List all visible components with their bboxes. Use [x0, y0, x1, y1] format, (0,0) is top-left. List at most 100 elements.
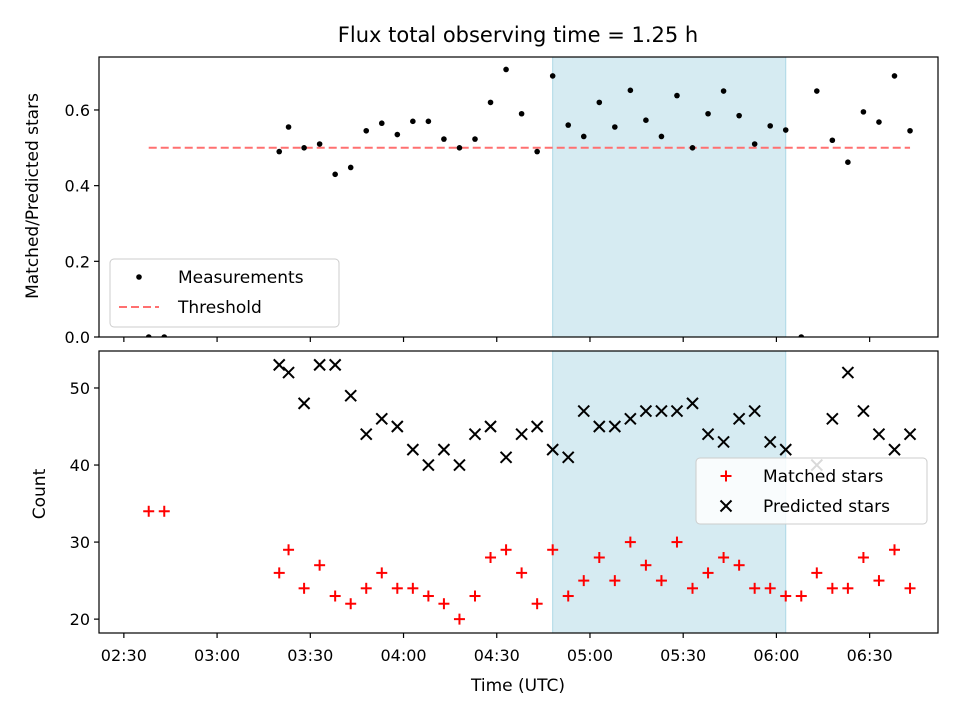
matched-star-marker	[453, 613, 465, 625]
marker-stroke	[437, 443, 451, 456]
matched-star-marker	[718, 551, 730, 563]
predicted-star-marker	[670, 404, 684, 418]
predicted-star-marker	[437, 443, 451, 456]
measurement-point	[643, 117, 649, 123]
measurement-point	[332, 171, 338, 178]
marker-stroke	[391, 420, 404, 433]
matched-star-marker	[687, 582, 699, 594]
matched-star-marker	[904, 582, 916, 594]
predicted-star-marker	[888, 443, 901, 456]
marker-stroke	[499, 451, 513, 464]
predicted-star-marker	[763, 435, 777, 449]
x-tick-label: 04:00	[380, 646, 426, 665]
predicted-star-marker	[375, 412, 388, 426]
predicted-star-marker	[701, 428, 715, 441]
legend-label-predicted: Predicted stars	[763, 497, 890, 517]
legend-marker-predicted	[719, 499, 733, 513]
predicted-star-marker	[406, 443, 420, 456]
measurement-point	[751, 141, 758, 147]
predicted-star-marker	[577, 404, 590, 418]
matched-star-marker	[314, 559, 326, 571]
matched-star-marker	[438, 598, 450, 610]
measurement-point	[736, 112, 742, 119]
predicted-star-marker	[328, 358, 342, 372]
measurement-point	[596, 99, 603, 106]
matched-star-marker	[531, 598, 543, 610]
matched-star-marker	[609, 575, 621, 587]
marker-stroke	[282, 366, 295, 379]
matched-star-marker	[422, 590, 434, 602]
legend-box	[109, 258, 340, 328]
measurement-point	[876, 119, 882, 125]
measurement-point	[363, 127, 370, 134]
x-tick-label: 03:00	[194, 646, 240, 665]
marker-stroke	[763, 435, 777, 449]
x-tick-label: 05:00	[567, 646, 613, 665]
matched-star-marker	[407, 582, 419, 594]
marker-stroke	[530, 420, 544, 433]
predicted-star-marker	[779, 443, 792, 456]
legend-label-measurements: Measurements	[178, 268, 304, 288]
measurement-point	[612, 124, 618, 130]
marker-stroke	[313, 358, 326, 372]
y-tick-label: 50	[70, 379, 90, 398]
matched-star-marker	[562, 590, 574, 602]
predicted-star-marker	[499, 451, 513, 464]
y-tick-label: 0.2	[65, 252, 90, 271]
measurement-point	[580, 133, 587, 140]
predicted-star-marker	[639, 404, 653, 418]
matched-star-marker	[283, 544, 295, 556]
matched-star-marker	[547, 544, 559, 556]
measurement-point	[829, 137, 836, 144]
matched-star-marker	[376, 567, 388, 579]
matched-star-marker	[655, 575, 667, 587]
y-tick-label: 0.4	[65, 177, 90, 196]
measurement-point	[814, 88, 820, 94]
legend-box	[695, 457, 928, 525]
measurement-point	[301, 145, 307, 151]
marker-stroke	[857, 404, 870, 418]
marker-stroke	[593, 420, 606, 433]
panel-frame	[98, 350, 939, 634]
marker-stroke	[468, 428, 482, 441]
measurement-point	[658, 133, 665, 140]
legend-marker-measurements	[136, 274, 142, 280]
predicted-star-marker	[515, 428, 528, 441]
y-tick-label: 30	[70, 533, 90, 552]
x-tick-label: 03:30	[287, 646, 333, 665]
predicted-star-marker	[344, 389, 357, 402]
marker-stroke	[719, 499, 733, 513]
measurement-point	[689, 145, 696, 151]
matched-star-marker	[857, 551, 869, 563]
matched-star-marker	[702, 567, 714, 579]
measurement-point	[891, 73, 898, 79]
predicted-star-marker	[857, 404, 870, 418]
matched-star-marker	[273, 567, 285, 579]
matched-star-marker	[671, 536, 683, 548]
measurement-point	[456, 145, 463, 151]
predicted-star-marker	[546, 443, 559, 456]
measurement-point	[845, 159, 851, 165]
measurement-point	[705, 110, 711, 117]
predicted-star-marker	[717, 435, 730, 449]
matched-star-marker	[640, 559, 652, 571]
marker-stroke	[717, 435, 730, 449]
matched-star-marker	[345, 598, 357, 610]
x-axis-label: Time (UTC)	[470, 676, 565, 696]
measurement-point	[518, 110, 525, 117]
predicted-star-marker	[841, 366, 855, 379]
x-tick-label: 06:30	[847, 646, 893, 665]
measurement-point	[720, 88, 727, 94]
marker-stroke	[686, 397, 699, 410]
marker-stroke	[701, 428, 715, 441]
predicted-star-marker	[453, 458, 466, 472]
measurement-point	[394, 131, 401, 138]
marker-stroke	[624, 412, 637, 426]
measurement-point	[472, 136, 478, 142]
measurement-point	[767, 123, 773, 129]
measurement-point	[161, 334, 168, 337]
matched-star-marker	[578, 575, 590, 587]
matched-star-marker	[360, 582, 372, 594]
marker-stroke	[872, 428, 886, 441]
